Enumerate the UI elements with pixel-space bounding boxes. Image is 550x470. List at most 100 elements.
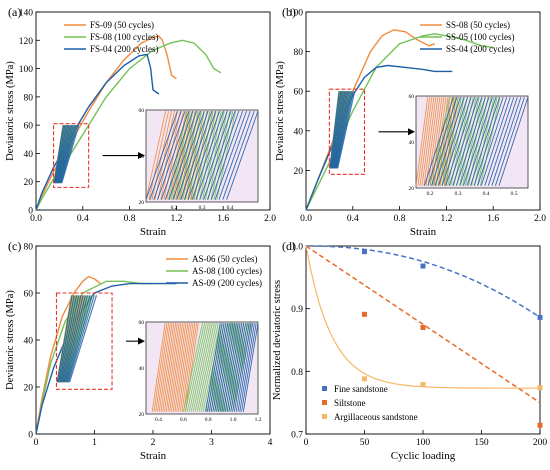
inset-band-orange <box>151 323 199 412</box>
y-tick-label: 40 <box>24 337 34 347</box>
inset-stroke <box>196 111 217 200</box>
legend-entry: AS-08 (100 cycles) <box>192 266 262 276</box>
inset-stroke <box>417 97 431 186</box>
inset-stroke <box>212 323 228 412</box>
legend-entry: SS-04 (200 cycles) <box>446 44 515 54</box>
zoom-box <box>55 292 113 390</box>
data-point <box>362 376 367 382</box>
inset-stroke <box>157 110 190 200</box>
inset-stroke <box>176 323 190 412</box>
inset-x-tick: 0.4 <box>227 205 234 211</box>
inset-y-tick: 40 <box>409 140 415 146</box>
inset-x-tick: 1.2 <box>255 417 262 423</box>
inset-stroke <box>423 97 454 186</box>
cyclic-stroke <box>59 125 76 184</box>
y-tick-label: 60 <box>294 88 304 98</box>
cyclic-stroke <box>57 125 73 184</box>
inset-stroke <box>183 323 197 412</box>
x-tick-label: 1.6 <box>487 214 499 224</box>
cyclic-stroke <box>58 125 74 184</box>
inset-y-tick: 40 <box>139 366 145 372</box>
cyclic-stroke <box>59 295 78 383</box>
plot-frame <box>305 11 541 211</box>
cyclic-stroke <box>332 91 346 169</box>
panel-label: (c) <box>8 239 21 253</box>
inset-stroke <box>476 97 498 186</box>
inset-y-tick: 40 <box>139 154 145 160</box>
inset-stroke <box>445 97 476 186</box>
inset-stroke <box>216 323 237 412</box>
fit-curve-fine <box>306 245 541 319</box>
inset-stroke <box>429 97 443 186</box>
x-axis-label: Strain <box>410 226 437 238</box>
x-tick-label: 0.8 <box>124 214 136 224</box>
inset-stroke <box>190 323 211 412</box>
data-point <box>420 263 426 269</box>
legend-entry: FS-08 (100 cycles) <box>90 32 159 42</box>
cyclic-stroke <box>335 91 352 169</box>
inset-y-tick: 20 <box>139 200 145 206</box>
x-axis-label: Strain <box>140 226 167 238</box>
panel-2-legend: AS-06 (50 cycles) AS-08 (100 cycles) AS-09… <box>166 254 262 288</box>
series-line-blue <box>35 53 160 211</box>
inset-stroke <box>182 323 203 412</box>
y-axis-label: Normalized deviatoric stress <box>272 280 283 400</box>
inset-stroke <box>434 97 465 186</box>
panel-3-series <box>305 245 543 428</box>
inset-y-tick: 60 <box>409 94 415 100</box>
inset-stroke <box>185 111 205 200</box>
x-tick-label: 0.4 <box>77 214 89 224</box>
inset-stroke <box>232 323 248 412</box>
inset-stroke <box>207 111 228 200</box>
x-tick-label: 0.8 <box>394 214 406 224</box>
x-axis-label: Cyclic loading <box>391 450 456 462</box>
legend-entry: AS-09 (200 cycles) <box>192 278 262 288</box>
inset-stroke <box>447 97 468 186</box>
inset-stroke <box>181 323 196 412</box>
x-tick-label: 200 <box>533 438 548 448</box>
cyclic-stroke <box>332 91 347 169</box>
cyclic-stroke <box>58 295 78 383</box>
inset-stroke <box>207 323 223 412</box>
cyclic-stroke <box>334 91 350 169</box>
inset-stroke <box>470 97 501 186</box>
inset-stroke <box>160 110 194 200</box>
inset-stroke <box>168 110 201 200</box>
inset-stroke <box>205 323 221 412</box>
panel-2-series <box>35 275 177 435</box>
legend-entry: SS-08 (50 cycles) <box>446 20 510 30</box>
panel-1-series <box>305 29 494 211</box>
inset-stroke <box>184 323 205 412</box>
cyclic-stroke <box>337 91 356 169</box>
inset-stroke <box>443 97 457 186</box>
legend-swatch <box>322 400 327 405</box>
inset-stroke <box>473 97 504 186</box>
inset-stroke <box>214 323 230 412</box>
inset-stroke <box>199 111 219 200</box>
x-tick-label: 0.0 <box>30 214 42 224</box>
inset-stroke <box>157 111 178 200</box>
x-tick-label: 2 <box>151 438 156 448</box>
cyclic-band-blue <box>56 295 98 383</box>
inset-stroke <box>165 323 180 412</box>
inset-x-tick: 0.2 <box>427 191 434 197</box>
cyclic-stroke <box>54 125 67 184</box>
fit-curve-silt <box>305 245 541 404</box>
series-line-orange <box>305 29 435 211</box>
panel-label: (b) <box>282 5 296 19</box>
y-tick-label: 80 <box>294 48 304 58</box>
cyclic-stroke <box>67 295 95 383</box>
y-tick-label: 0 <box>28 207 33 217</box>
inset-y-tick: 20 <box>139 412 145 418</box>
data-point <box>362 249 367 255</box>
inset-stroke <box>173 111 194 200</box>
inset-stroke <box>429 97 451 186</box>
inset-stroke <box>172 323 187 412</box>
x-tick-label: 0.4 <box>347 214 359 224</box>
cyclic-stroke <box>330 91 342 169</box>
y-axis-label: Deviatoric stress (MPa) <box>5 61 16 161</box>
inset-stroke <box>164 110 197 200</box>
panel-label: (a) <box>8 5 21 19</box>
inset-stroke <box>465 97 486 186</box>
